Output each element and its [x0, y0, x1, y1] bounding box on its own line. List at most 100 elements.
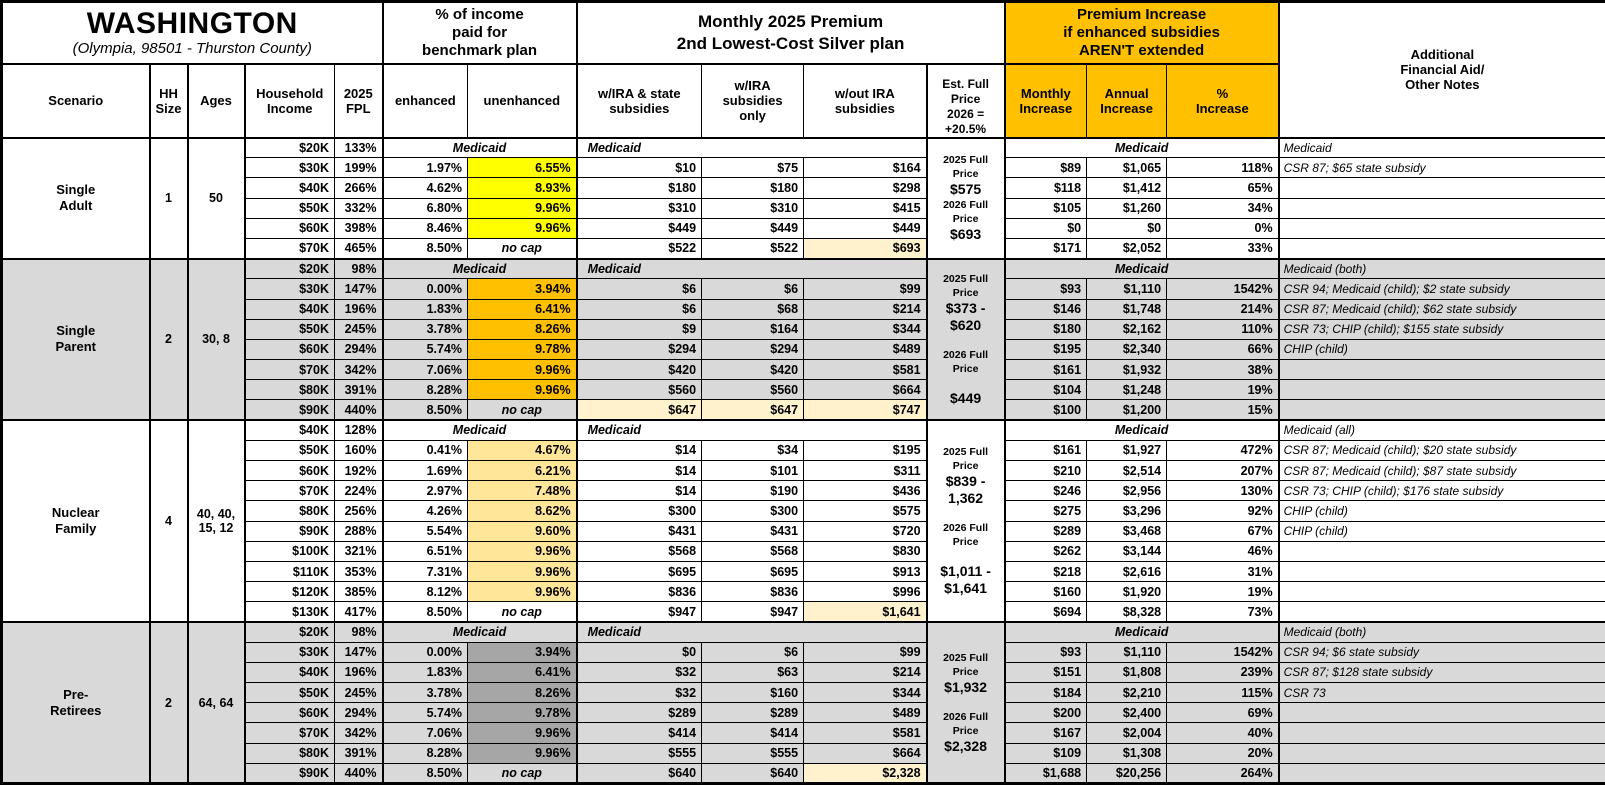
- premium-ira-state-cell: $10: [577, 158, 702, 178]
- annual-increase-cell: $1,748: [1087, 299, 1167, 319]
- premium-ira-state-cell: $414: [577, 723, 702, 743]
- fpl-cell: 321%: [335, 541, 383, 561]
- enhanced-pct-cell: 1.83%: [383, 662, 468, 682]
- premium-no-ira-cell: $581: [804, 360, 927, 380]
- enhanced-pct-cell: 7.06%: [383, 723, 468, 743]
- monthly-increase-cell: $171: [1005, 238, 1087, 258]
- enhanced-pct-cell: 7.06%: [383, 360, 468, 380]
- notes-cell: [1279, 582, 1605, 602]
- unenhanced-pct-cell: 9.60%: [468, 521, 577, 541]
- fpl-cell: 224%: [335, 481, 383, 501]
- fpl-cell: 385%: [335, 582, 383, 602]
- monthly-increase-cell: $1,688: [1005, 763, 1087, 783]
- income-cell: $60K: [245, 218, 335, 238]
- notes-cell: Medicaid (both): [1279, 622, 1605, 642]
- pct-increase-cell: 130%: [1167, 481, 1279, 501]
- monthly-increase-cell: $160: [1005, 582, 1087, 602]
- pct-increase-cell: 31%: [1167, 561, 1279, 581]
- premium-no-ira-cell: $99: [804, 642, 927, 662]
- fpl-cell: 133%: [335, 138, 383, 158]
- notes-cell: Medicaid: [1279, 138, 1605, 158]
- enhanced-pct-cell: 0.00%: [383, 642, 468, 662]
- annual-increase-cell: $2,162: [1087, 319, 1167, 339]
- premium-ira-only-cell: $190: [702, 481, 804, 501]
- annual-increase-cell: $1,808: [1087, 662, 1167, 682]
- annual-increase-cell: $1,200: [1087, 400, 1167, 420]
- fpl-cell: 417%: [335, 602, 383, 622]
- pct-increase-cell: 115%: [1167, 683, 1279, 703]
- enhanced-pct-cell: 8.50%: [383, 602, 468, 622]
- est-full-price-cell: 2025 Full Price$1,932 2026 Full Price$2,…: [927, 622, 1005, 784]
- annual-increase-cell: $2,210: [1087, 683, 1167, 703]
- pct-increase-cell: 214%: [1167, 299, 1279, 319]
- enhanced-pct-cell: 4.62%: [383, 178, 468, 198]
- monthly-increase-cell: $93: [1005, 642, 1087, 662]
- no-cap-cell: no cap: [468, 238, 577, 258]
- monthly-increase-cell: $89: [1005, 158, 1087, 178]
- premium-ira-state-cell: $14: [577, 440, 702, 460]
- premium-no-ira-cell: $415: [804, 198, 927, 218]
- fpl-cell: 98%: [335, 622, 383, 642]
- pct-increase-cell: 46%: [1167, 541, 1279, 561]
- premium-ira-state-cell: $420: [577, 360, 702, 380]
- hh-size-cell: 2: [150, 622, 188, 784]
- header-w-ira-only: w/IRA subsidies only: [702, 64, 804, 138]
- annual-increase-cell: $1,248: [1087, 380, 1167, 400]
- notes-cell: Medicaid (all): [1279, 420, 1605, 440]
- scenario-label: Single Parent: [2, 259, 150, 421]
- enhanced-pct-cell: 8.50%: [383, 400, 468, 420]
- premium-ira-only-cell: $294: [702, 339, 804, 359]
- premium-ira-only-cell: $947: [702, 602, 804, 622]
- annual-increase-cell: $3,468: [1087, 521, 1167, 541]
- medicaid-increase-merged-cell: Medicaid: [1005, 259, 1279, 279]
- premium-ira-only-cell: $6: [702, 642, 804, 662]
- notes-cell: CSR 73; CHIP (child); $176 state subsidy: [1279, 481, 1605, 501]
- income-cell: $60K: [245, 703, 335, 723]
- fpl-cell: 147%: [335, 279, 383, 299]
- enhanced-pct-cell: 8.28%: [383, 743, 468, 763]
- unenhanced-pct-cell: 9.96%: [468, 380, 577, 400]
- pct-increase-cell: 92%: [1167, 501, 1279, 521]
- annual-increase-cell: $1,412: [1087, 178, 1167, 198]
- premium-no-ira-cell: $830: [804, 541, 927, 561]
- income-cell: $20K: [245, 259, 335, 279]
- header-fpl: 2025 FPL: [335, 64, 383, 138]
- medicaid-premium-merged-cell: Medicaid: [577, 138, 927, 158]
- fpl-cell: 342%: [335, 360, 383, 380]
- annual-increase-cell: $2,340: [1087, 339, 1167, 359]
- pct-increase-cell: 110%: [1167, 319, 1279, 339]
- page-subtitle: (Olympia, 98501 - Thurston County): [6, 40, 379, 58]
- premium-ira-state-cell: $0: [577, 642, 702, 662]
- ages-cell: 64, 64: [188, 622, 245, 784]
- fpl-cell: 353%: [335, 561, 383, 581]
- medicaid-increase-merged-cell: Medicaid: [1005, 138, 1279, 158]
- monthly-increase-cell: $100: [1005, 400, 1087, 420]
- notes-cell: [1279, 380, 1605, 400]
- income-cell: $110K: [245, 561, 335, 581]
- monthly-increase-cell: $167: [1005, 723, 1087, 743]
- enhanced-pct-cell: 5.54%: [383, 521, 468, 541]
- unenhanced-pct-cell: 9.78%: [468, 703, 577, 723]
- hh-size-cell: 1: [150, 138, 188, 259]
- premium-ira-only-cell: $414: [702, 723, 804, 743]
- pct-increase-cell: 40%: [1167, 723, 1279, 743]
- header-w-ira-state: w/IRA & state subsidies: [577, 64, 702, 138]
- table-title-cell: WASHINGTON (Olympia, 98501 - Thurston Co…: [2, 2, 383, 64]
- premium-no-ira-cell: $436: [804, 481, 927, 501]
- notes-cell: CSR 87; Medicaid (child); $20 state subs…: [1279, 440, 1605, 460]
- pct-increase-cell: 19%: [1167, 380, 1279, 400]
- notes-cell: CHIP (child): [1279, 521, 1605, 541]
- premium-ira-state-cell: $294: [577, 339, 702, 359]
- pct-increase-cell: 15%: [1167, 400, 1279, 420]
- medicaid-premium-merged-cell: Medicaid: [577, 622, 927, 642]
- premium-ira-state-cell: $695: [577, 561, 702, 581]
- medicaid-pct-merged-cell: Medicaid: [383, 138, 577, 158]
- header-notes: Additional Financial Aid/ Other Notes: [1279, 2, 1605, 138]
- medicaid-pct-merged-cell: Medicaid: [383, 622, 577, 642]
- premium-ira-state-cell: $647: [577, 400, 702, 420]
- unenhanced-pct-cell: 9.96%: [468, 541, 577, 561]
